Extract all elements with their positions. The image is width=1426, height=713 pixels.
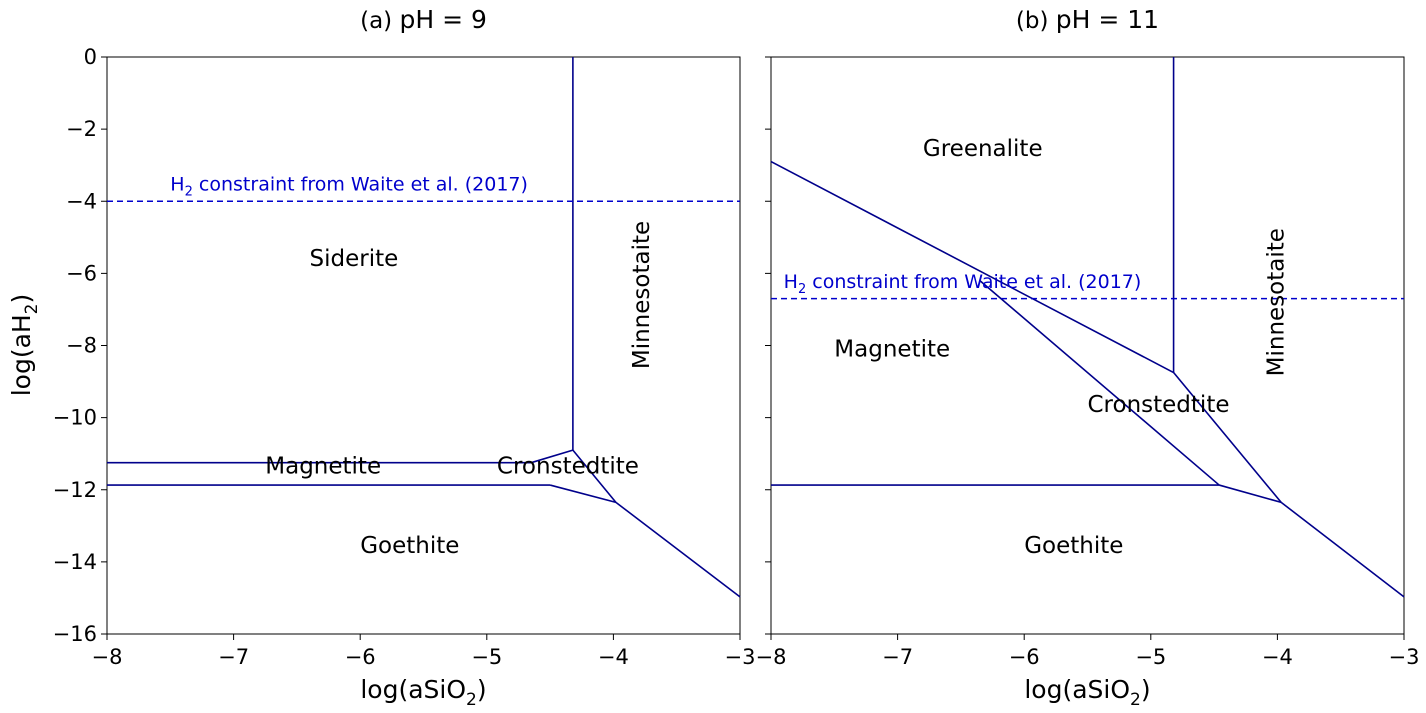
panel-title-text: pH = 11	[1056, 5, 1159, 34]
y-tick-label: 0	[84, 45, 97, 69]
x-axis-title-subscript: 2	[1130, 690, 1141, 710]
constraint-label-h: H	[170, 173, 184, 195]
x-tick-label: −7	[882, 645, 913, 669]
panel-title: (b) pH = 11	[1016, 5, 1159, 34]
constraint-label-text: constraint from Waite et al. (2017)	[806, 271, 1141, 293]
constraint-label-h: H	[784, 271, 798, 293]
x-tick-label: −3	[1389, 645, 1420, 669]
y-axis-title: log(aH2)	[7, 294, 42, 397]
region-label-siderite: Siderite	[310, 246, 399, 272]
y-axis-title-subscript: 2	[22, 303, 42, 314]
x-tick-label: −4	[1262, 645, 1293, 669]
y-tick-label: −12	[53, 478, 97, 502]
x-tick-label: −5	[1135, 645, 1166, 669]
x-axis-title-subscript: 2	[466, 690, 477, 710]
panel-tag: (a)	[360, 8, 399, 34]
x-tick-label: −4	[598, 645, 629, 669]
region-label-minnesotaite: Minnesotaite	[1264, 228, 1290, 376]
panel-title-text: pH = 9	[399, 5, 486, 34]
x-tick-label: −7	[218, 645, 249, 669]
region-label-greenalite: Greenalite	[923, 136, 1043, 162]
x-axis-title-text: log(aSiO	[360, 675, 466, 704]
x-tick-label: −8	[756, 645, 787, 669]
constraint-label-subscript: 2	[798, 282, 806, 297]
region-label-goethite: Goethite	[1024, 533, 1123, 559]
constraint-label-text: constraint from Waite et al. (2017)	[193, 173, 528, 195]
region-label-minnesotaite: Minnesotaite	[629, 221, 655, 369]
phase-boundary-line	[615, 501, 741, 598]
phase-boundary-line	[1172, 372, 1282, 503]
y-tick-label: −14	[53, 550, 97, 574]
panel-tag: (b)	[1016, 8, 1056, 34]
region-label-magnetite: Magnetite	[265, 454, 381, 480]
region-label-cronstedtite: Cronstedtite	[497, 454, 639, 480]
panel-title: (a) pH = 9	[360, 5, 487, 34]
y-tick-label: −4	[66, 189, 97, 213]
region-label-goethite: Goethite	[360, 533, 459, 559]
phase-boundary-line	[572, 449, 617, 503]
y-tick-label: −10	[53, 406, 97, 430]
phase-boundary-line	[1218, 484, 1282, 504]
x-tick-label: −5	[471, 645, 502, 669]
phase-boundary-line	[979, 279, 1220, 486]
h2-constraint-label: H2 constraint from Waite et al. (2017)	[170, 173, 528, 199]
phase-boundary-line	[1280, 501, 1405, 598]
y-tick-label: −16	[53, 622, 97, 646]
region-label-magnetite: Magnetite	[834, 336, 950, 362]
phase-boundary-line	[549, 484, 617, 504]
x-tick-label: −3	[725, 645, 756, 669]
x-tick-label: −6	[1009, 645, 1040, 669]
x-axis-title-close: )	[1141, 675, 1151, 704]
x-axis-title-close: )	[477, 675, 487, 704]
x-tick-label: −8	[92, 645, 123, 669]
constraint-label-subscript: 2	[185, 184, 193, 199]
y-tick-label: −8	[66, 334, 97, 358]
x-axis-title: log(aSiO2)	[360, 675, 486, 710]
panel-b: −8 −7 −6 −5 −4 −3H2 constraint from Waite et …	[756, 5, 1420, 710]
y-tick-label: −2	[66, 117, 97, 141]
phase-boundary-line	[530, 449, 574, 464]
phase-boundary-line	[770, 160, 1174, 374]
y-tick-label: −6	[66, 261, 97, 285]
x-axis-title-text: log(aSiO	[1024, 675, 1130, 704]
h2-constraint-label: H2 constraint from Waite et al. (2017)	[784, 271, 1142, 297]
region-label-cronstedtite: Cronstedtite	[1088, 392, 1230, 418]
x-axis-title: log(aSiO2)	[1024, 675, 1150, 710]
x-tick-label: −6	[345, 645, 376, 669]
